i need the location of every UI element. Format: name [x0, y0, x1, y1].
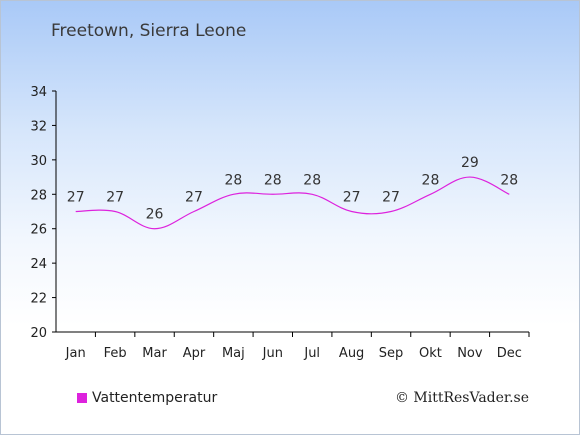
x-tick-label: Dec: [497, 346, 522, 361]
y-tick-label: 24: [30, 257, 47, 272]
y-tick-label: 34: [30, 85, 47, 100]
copyright-text: © MittResVader.se: [394, 390, 529, 406]
axes: [55, 91, 529, 333]
data-label: 28: [303, 172, 321, 188]
x-tick-label: Okt: [419, 346, 442, 361]
data-label: 28: [224, 172, 242, 188]
x-tick-label: Apr: [183, 346, 206, 361]
y-tick-label: 22: [30, 292, 47, 307]
data-label: 28: [264, 172, 282, 188]
x-tick-label: Jul: [303, 346, 320, 361]
legend: Vattentemperatur: [77, 390, 217, 406]
data-label: 27: [382, 190, 400, 206]
x-tick-label: Aug: [339, 346, 364, 361]
data-labels: 27 27 26 27 28 28 28 27 27 28 29 28: [67, 155, 518, 223]
x-tick-label: Sep: [379, 346, 404, 361]
ticks: 20 22 24 26 28 30 32 34 Jan Feb Mar Apr Maj Jun Jul Aug…: [30, 85, 530, 361]
data-label: 26: [146, 207, 164, 223]
y-tick-label: 20: [30, 326, 47, 341]
data-label: 27: [343, 190, 361, 206]
data-label: 27: [106, 190, 124, 206]
data-label: 28: [422, 172, 440, 188]
x-tick-label: Jan: [65, 346, 86, 361]
chart-title: Freetown, Sierra Leone: [51, 21, 247, 41]
legend-label: Vattentemperatur: [92, 390, 218, 406]
x-tick-label: Mar: [142, 346, 167, 361]
y-tick-label: 30: [30, 154, 47, 169]
y-tick-label: 28: [30, 188, 47, 203]
x-tick-label: Jun: [262, 346, 283, 361]
data-label: 28: [500, 172, 518, 188]
data-label: 29: [461, 155, 479, 171]
legend-swatch: [77, 393, 87, 403]
y-tick-label: 26: [30, 223, 47, 238]
x-tick-label: Feb: [104, 346, 127, 361]
series-line-vattentemperatur: [75, 176, 510, 230]
y-tick-label: 32: [30, 119, 47, 134]
x-tick-label: Nov: [457, 346, 483, 361]
x-tick-label: Maj: [222, 346, 245, 361]
data-label: 27: [185, 190, 203, 206]
data-label: 27: [67, 190, 85, 206]
